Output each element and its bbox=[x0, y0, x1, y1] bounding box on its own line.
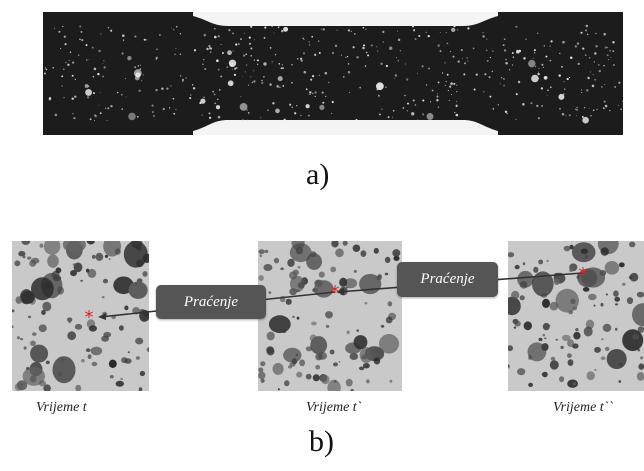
frame-time-t-double-prime bbox=[508, 241, 644, 391]
time-label-t-prime: Vrijeme t` bbox=[306, 400, 362, 415]
time-label-t: Vrijeme t bbox=[36, 400, 87, 415]
speckle-specimen-image bbox=[43, 12, 623, 135]
caption-a: a) bbox=[306, 158, 330, 191]
time-label-t-double-prime: Vrijeme t`` bbox=[553, 400, 613, 415]
tracking-label-1: Praćenje bbox=[156, 285, 266, 319]
caption-b: b) bbox=[309, 425, 334, 458]
frame-time-t-prime bbox=[258, 241, 402, 391]
tracking-label-2: Praćenje bbox=[397, 262, 498, 297]
frame-time-t bbox=[12, 241, 149, 391]
